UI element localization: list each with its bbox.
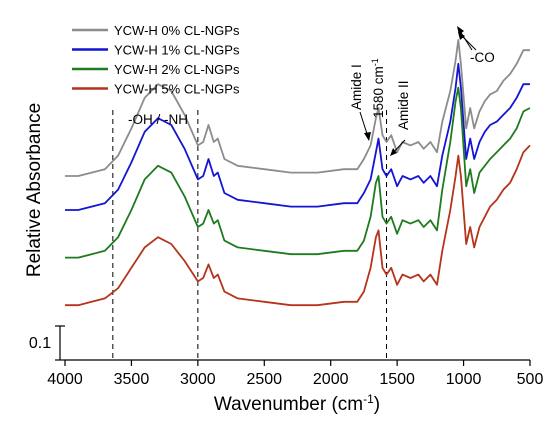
annotation-amide-ii: Amide II bbox=[396, 80, 411, 130]
y-axis-title: Relative Absorbance bbox=[24, 103, 45, 277]
x-tick-label: 4000 bbox=[47, 371, 83, 388]
x-tick-label: 2500 bbox=[246, 371, 282, 388]
legend-label-3: YCW-H 5% CL-NGPs bbox=[114, 82, 240, 97]
annotation-1580: 1580 cm-1 bbox=[370, 58, 386, 118]
scale-bar-label: 0.1 bbox=[29, 335, 51, 352]
reference-lines bbox=[112, 110, 388, 360]
x-tick-label: 3000 bbox=[180, 371, 216, 388]
arrowhead-amide-i bbox=[364, 132, 371, 141]
annotation-oh-nh: -OH / -NH bbox=[128, 112, 188, 127]
series-line-0 bbox=[65, 39, 530, 177]
annotation-arrows bbox=[359, 26, 477, 156]
arrowhead-amide-ii bbox=[390, 148, 397, 156]
x-axis-title: Wavenumber (cm-1) bbox=[214, 392, 380, 415]
x-tick-label: 1000 bbox=[446, 371, 482, 388]
annotation-1580-sup: -1 bbox=[370, 58, 380, 66]
legend-label-2: YCW-H 2% CL-NGPs bbox=[114, 62, 240, 77]
annotations: -OH / -NH Amide I 1580 cm-1 Amide II -CO bbox=[128, 26, 495, 156]
series-line-1 bbox=[65, 62, 530, 211]
series-lines bbox=[65, 39, 531, 307]
series-line-3 bbox=[65, 144, 531, 307]
legend-label-0: YCW-H 0% CL-NGPs bbox=[114, 23, 240, 38]
x-tick-label: 500 bbox=[517, 371, 544, 388]
plot-area: 4000 3500 3000 2500 2000 1500 1000 500 0.1 Wave… bbox=[24, 23, 543, 415]
x-axis-title-sup: -1 bbox=[363, 392, 374, 406]
annotation-amide-i: Amide I bbox=[349, 64, 364, 110]
annotation-co: -CO bbox=[470, 50, 495, 65]
legend: YCW-H 0% CL-NGPs YCW-H 1% CL-NGPs YCW-H 2%… bbox=[72, 23, 240, 97]
x-ticks: 4000 3500 3000 2500 2000 1500 1000 500 bbox=[47, 360, 543, 388]
legend-label-1: YCW-H 1% CL-NGPs bbox=[114, 43, 240, 58]
scale-bar: 0.1 bbox=[29, 325, 65, 361]
x-tick-label: 3500 bbox=[114, 371, 150, 388]
x-tick-label: 2000 bbox=[313, 371, 349, 388]
x-tick-label: 1500 bbox=[379, 371, 415, 388]
series-line-2 bbox=[65, 86, 531, 259]
arrowhead-co-2 bbox=[458, 32, 465, 40]
